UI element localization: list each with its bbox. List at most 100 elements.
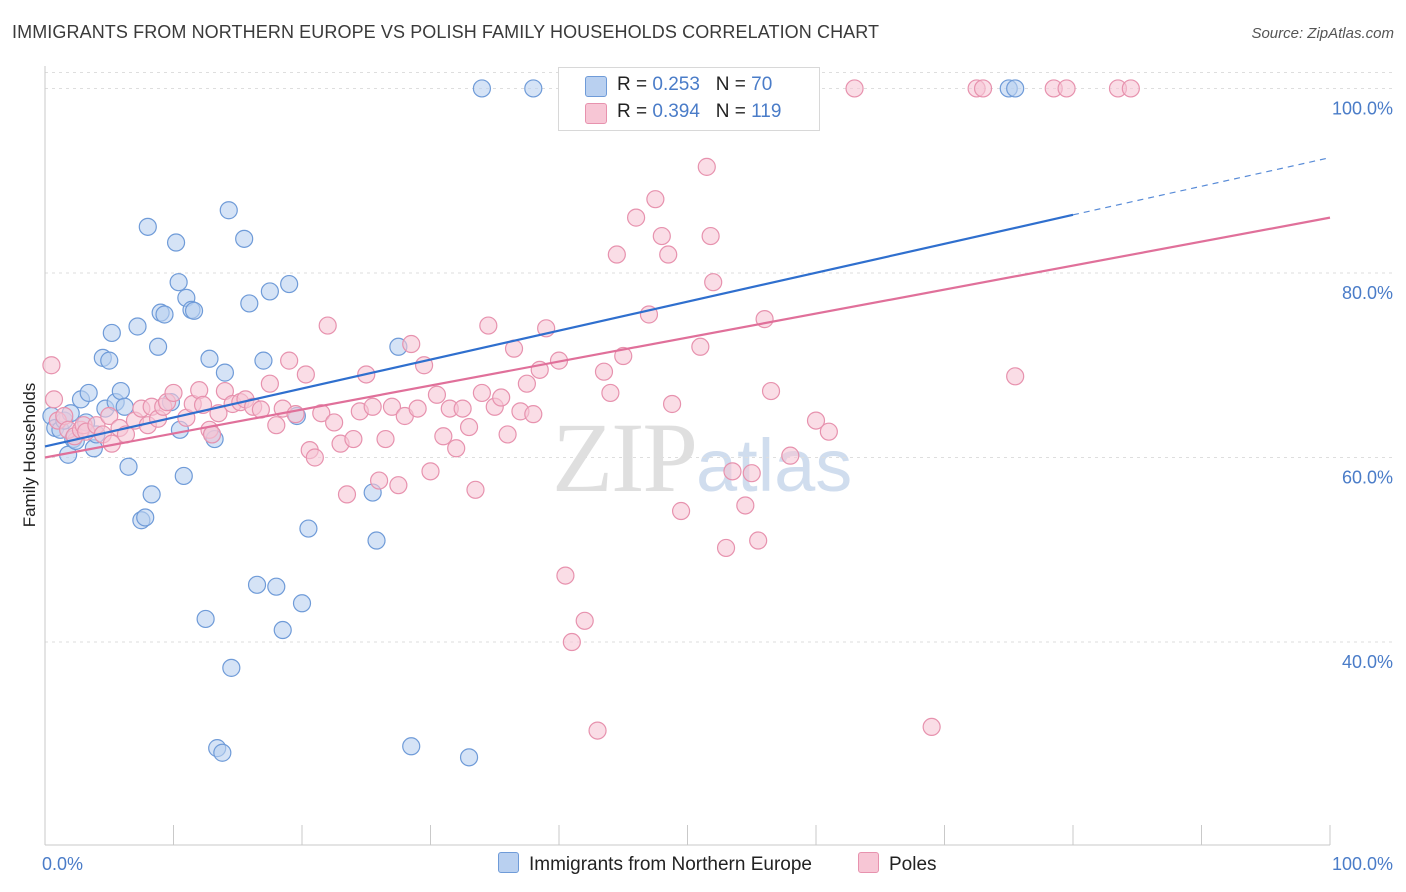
legend-text: R = 0.394 N = 119 (617, 101, 781, 123)
point-poles (344, 429, 363, 449)
point-poles (922, 717, 941, 737)
point-poles (652, 226, 671, 246)
point-poles (646, 190, 665, 209)
legend-n-value: 70 (751, 74, 773, 95)
point-poles (472, 383, 491, 403)
y-tick-label: 60.0% (1342, 468, 1393, 488)
legend-r-value: 0.253 (652, 74, 700, 95)
point-poles (427, 385, 447, 404)
point-poles (44, 390, 64, 409)
point-poles (100, 406, 119, 426)
point-northern-europe (240, 294, 259, 313)
point-northern-europe (100, 351, 119, 370)
point-poles (517, 374, 536, 393)
point-northern-europe (102, 323, 121, 343)
point-poles (761, 381, 781, 401)
point-poles (691, 337, 710, 356)
point-poles (42, 356, 61, 375)
point-northern-europe (136, 508, 155, 527)
point-poles (601, 383, 620, 403)
point-northern-europe (280, 274, 299, 294)
point-northern-europe (267, 577, 286, 596)
point-northern-europe (299, 519, 318, 538)
point-poles (447, 439, 466, 458)
axes (44, 66, 1331, 846)
point-northern-europe (254, 351, 273, 370)
trend-line-northern-europe-extension (1072, 157, 1331, 216)
point-northern-europe (184, 301, 204, 320)
point-poles (556, 566, 575, 585)
point-poles (479, 316, 498, 335)
point-poles (742, 464, 761, 483)
point-poles (819, 422, 838, 441)
series-legend-northern-europe: Immigrants from Northern Europe (498, 852, 812, 876)
legend-r-label: R = (617, 74, 653, 95)
point-poles (296, 365, 315, 384)
point-northern-europe (215, 363, 234, 382)
point-poles (466, 480, 485, 499)
point-poles (594, 362, 614, 381)
point-poles (312, 404, 331, 423)
point-poles (749, 531, 768, 550)
point-poles (498, 425, 517, 444)
point-northern-europe (219, 201, 238, 220)
point-northern-europe (459, 748, 479, 767)
correlation-legend: R = 0.253 N = 70 R = 0.394 N = 119 (558, 67, 820, 131)
point-poles (408, 399, 427, 418)
series-name-northern-europe: Immigrants from Northern Europe (529, 854, 812, 875)
point-northern-europe (235, 229, 254, 248)
watermark-zip: ZIP (552, 402, 698, 513)
trend-line-northern-europe (44, 213, 1074, 448)
legend-r-value: 0.394 (652, 101, 700, 122)
y-tick-label: 40.0% (1342, 652, 1393, 672)
point-poles (376, 429, 395, 449)
point-poles (1057, 79, 1076, 98)
point-poles (389, 476, 408, 495)
legend-swatch-blue (585, 76, 607, 97)
point-poles (716, 538, 736, 558)
point-northern-europe (213, 743, 232, 762)
point-poles (421, 462, 440, 481)
point-poles (736, 496, 755, 515)
point-northern-europe (1006, 79, 1025, 98)
point-poles (337, 485, 357, 504)
point-poles (280, 351, 299, 370)
point-poles (626, 208, 646, 227)
legend-r-label: R = (617, 101, 653, 122)
point-poles (453, 399, 472, 418)
point-poles (164, 383, 183, 403)
point-poles (662, 394, 682, 414)
trend-line-poles (44, 216, 1331, 459)
x-tick-label: 0.0% (42, 854, 83, 874)
grid (45, 71, 1392, 643)
point-poles (614, 346, 633, 366)
point-poles (1121, 79, 1140, 98)
point-northern-europe (128, 317, 147, 336)
point-poles (704, 273, 723, 292)
point-northern-europe (200, 349, 219, 368)
point-northern-europe (155, 305, 174, 324)
point-northern-europe (292, 594, 312, 613)
point-northern-europe (169, 273, 188, 292)
point-poles (286, 405, 305, 424)
point-poles (845, 79, 864, 98)
point-poles (697, 157, 716, 176)
point-northern-europe (79, 383, 98, 403)
point-poles (781, 446, 800, 465)
point-poles (492, 388, 511, 407)
point-poles (267, 416, 286, 435)
point-poles (659, 245, 678, 264)
point-poles (607, 245, 626, 264)
legend-n-label: N = (715, 101, 752, 122)
point-northern-europe (247, 575, 267, 594)
legend-n-label: N = (715, 74, 752, 95)
point-northern-europe (142, 485, 161, 504)
point-northern-europe (138, 217, 157, 236)
point-poles (318, 316, 337, 335)
point-poles (434, 427, 453, 446)
point-poles (723, 462, 742, 481)
point-northern-europe (148, 337, 168, 356)
point-poles (562, 632, 581, 652)
legend-n-value: 119 (751, 101, 782, 122)
